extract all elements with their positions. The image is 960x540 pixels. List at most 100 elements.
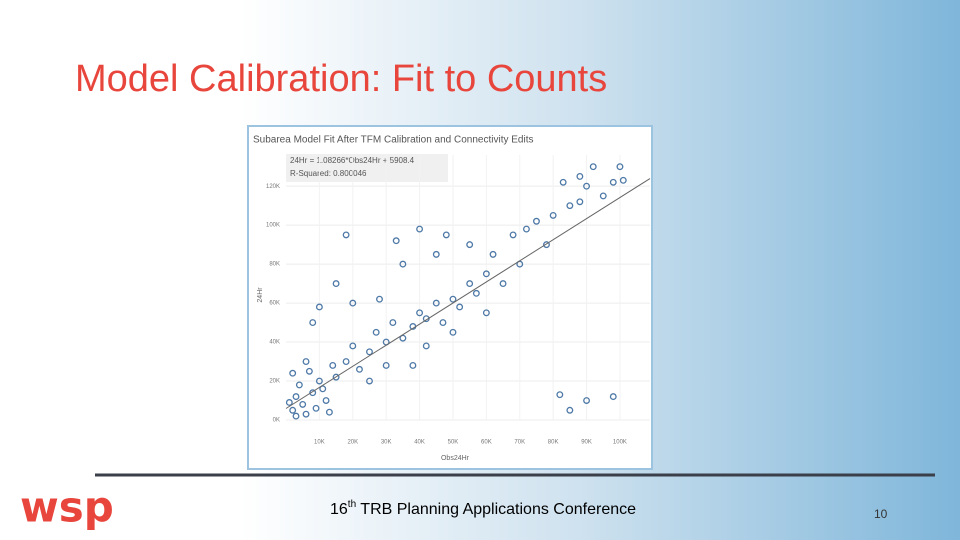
point [356, 365, 363, 373]
point [576, 198, 584, 206]
point [289, 406, 297, 414]
point [342, 358, 350, 365]
point [382, 361, 390, 369]
point [566, 202, 574, 210]
point [389, 319, 397, 327]
point [449, 328, 457, 336]
point [325, 408, 333, 416]
footer-text: TRB Planning Applications Conference [356, 501, 636, 518]
point [619, 176, 627, 184]
point [349, 342, 357, 350]
point [366, 348, 373, 356]
annotation-box [286, 154, 448, 182]
point [609, 178, 617, 186]
point [549, 211, 557, 219]
trend-line [285, 178, 651, 409]
point [583, 397, 591, 404]
point [466, 280, 474, 288]
y-tick-label: 40K [269, 340, 280, 346]
point [319, 385, 327, 393]
point [332, 373, 340, 381]
point [482, 270, 490, 278]
point [422, 342, 430, 350]
point [299, 400, 307, 408]
point [499, 280, 507, 288]
point [442, 231, 450, 239]
point [372, 328, 380, 336]
point [349, 299, 357, 307]
point [559, 178, 567, 186]
footer: 16th TRB Planning Applications Conferenc… [330, 499, 636, 519]
y-tick-label: 20K [269, 379, 280, 385]
point [295, 381, 303, 389]
x-tick-label: 30K [381, 440, 392, 446]
point [566, 406, 574, 414]
footer-suffix: th [348, 499, 356, 510]
x-tick-label: 40K [414, 440, 425, 446]
point [599, 192, 607, 200]
point [416, 225, 424, 233]
point [289, 369, 297, 377]
x-tick-label: 10K [314, 440, 325, 446]
x-tick-label: 100K [613, 440, 627, 446]
footer-ordinal: 16 [330, 501, 348, 518]
point [399, 334, 407, 342]
point [376, 295, 383, 303]
logo: wsp [20, 483, 114, 532]
page-number: 10 [874, 507, 888, 521]
point [589, 163, 597, 171]
point [366, 377, 373, 385]
point [302, 410, 310, 418]
point [439, 319, 447, 327]
point [342, 231, 350, 239]
x-tick-label: 80K [548, 440, 559, 446]
x-tick-label: 90K [581, 440, 592, 446]
point [329, 361, 337, 369]
point [543, 241, 550, 249]
point [449, 295, 457, 303]
x-tick-label: 70K [514, 440, 525, 446]
point [322, 397, 330, 404]
point [305, 367, 313, 375]
point [489, 250, 497, 258]
point [472, 289, 480, 297]
slide-title: Model Calibration: Fit to Counts [75, 58, 607, 100]
y-tick-label: 80K [269, 262, 280, 268]
annotation: R-Squared: 0.800046 [290, 169, 367, 178]
x-tick-label: 50K [448, 440, 459, 446]
y-tick-label: 120K [266, 184, 280, 190]
point [332, 280, 340, 288]
point [392, 237, 400, 245]
point [409, 361, 417, 369]
point [416, 309, 424, 317]
point [432, 250, 440, 258]
x-tick-label: 60K [481, 440, 492, 446]
point [609, 393, 617, 401]
chart-title: Subarea Model Fit After TFM Calibration … [253, 135, 534, 146]
point [522, 225, 530, 233]
point [292, 393, 300, 401]
point [312, 404, 320, 412]
point [285, 399, 293, 406]
x-tick-label: 20K [347, 440, 358, 446]
point [315, 377, 323, 385]
point [583, 182, 591, 190]
point [399, 260, 407, 268]
point [432, 299, 440, 307]
point [315, 303, 323, 311]
point [616, 163, 624, 171]
x-axis-label: Obs24Hr [441, 455, 470, 462]
point [292, 412, 300, 420]
y-axis-label: 24Hr [257, 287, 264, 303]
point [509, 231, 517, 239]
point [466, 241, 474, 249]
point [533, 217, 540, 225]
point [309, 389, 317, 397]
point [482, 309, 490, 317]
point [309, 319, 317, 327]
point [456, 303, 464, 311]
y-tick-label: 100K [266, 223, 280, 229]
y-tick-label: 60K [269, 301, 280, 307]
